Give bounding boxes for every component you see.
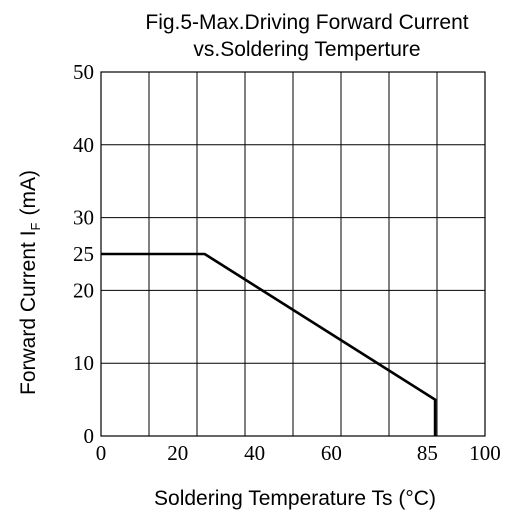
y-tick-label-20: 20 — [73, 278, 94, 302]
y-tick-label-50: 50 — [73, 60, 94, 84]
x-tick-label-60: 60 — [321, 441, 342, 465]
y-axis-title-main: Forward Current I — [17, 230, 40, 395]
x-tick-label-0: 0 — [96, 441, 107, 465]
x-tick-labels: 0 20 40 60 85 100 — [96, 441, 501, 465]
y-tick-label-0: 0 — [84, 424, 95, 448]
grid — [100, 71, 486, 437]
y-tick-label-25: 25 — [73, 242, 94, 266]
x-axis-title: Soldering Temperature Ts (°C) — [154, 487, 436, 510]
chart-title-line-1: Fig.5-Max.Driving Forward Current — [145, 11, 468, 34]
y-tick-label-30: 30 — [73, 206, 94, 230]
chart-title-line-2: vs.Soldering Temperture — [193, 38, 420, 61]
y-axis-title: Forward Current IF (mA) — [17, 170, 43, 395]
y-axis-title-unit: (mA) — [17, 170, 40, 216]
y-tick-label-10: 10 — [73, 351, 94, 375]
x-tick-label-85: 85 — [417, 441, 438, 465]
x-tick-label-20: 20 — [167, 441, 188, 465]
y-tick-labels: 0 10 20 25 30 40 50 — [73, 60, 94, 448]
y-tick-label-40: 40 — [73, 133, 94, 157]
x-tick-label-40: 40 — [244, 441, 265, 465]
x-tick-label-100: 100 — [469, 441, 501, 465]
series-line-0 — [101, 252, 437, 436]
y-axis-title-subscript: F — [28, 222, 43, 230]
series-layer — [101, 252, 437, 436]
